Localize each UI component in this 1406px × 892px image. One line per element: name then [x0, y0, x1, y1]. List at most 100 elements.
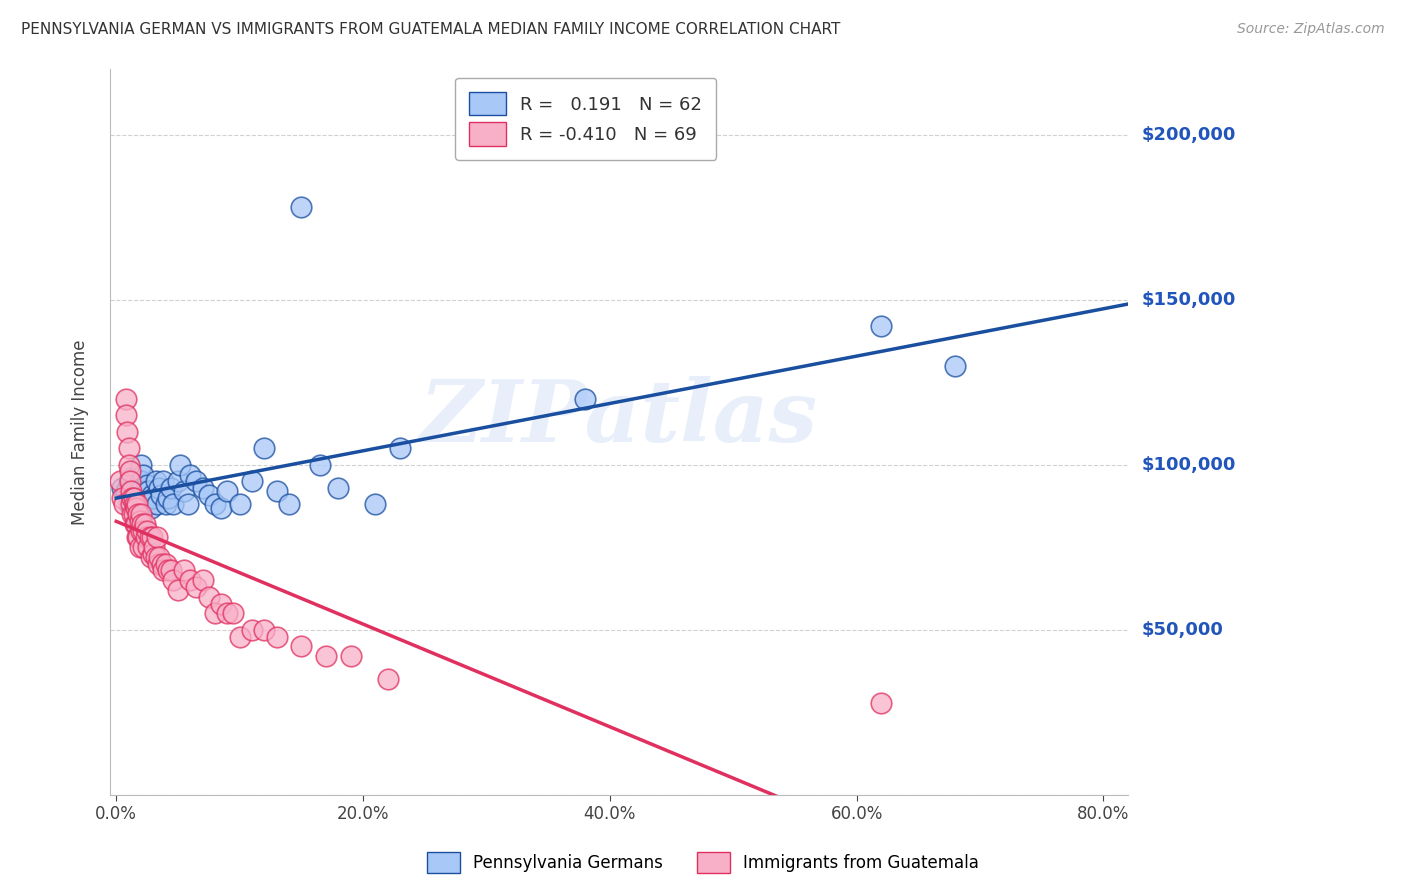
Point	[111, 491, 134, 505]
Point	[240, 475, 263, 489]
Text: Source: ZipAtlas.com: Source: ZipAtlas.com	[1237, 22, 1385, 37]
Point	[308, 458, 330, 472]
Point	[169, 458, 191, 472]
Point	[148, 481, 170, 495]
Point	[870, 696, 893, 710]
Text: $50,000: $50,000	[1142, 621, 1223, 639]
Point	[253, 623, 276, 637]
Point	[240, 623, 263, 637]
Point	[115, 409, 138, 423]
Point	[167, 583, 190, 598]
Point	[120, 484, 142, 499]
Point	[132, 524, 155, 538]
Point	[217, 607, 239, 621]
Point	[128, 541, 150, 555]
Y-axis label: Median Family Income: Median Family Income	[72, 339, 89, 524]
Point	[146, 498, 169, 512]
Point	[131, 481, 153, 495]
Point	[155, 498, 177, 512]
Point	[364, 498, 387, 512]
Point	[142, 491, 165, 505]
Point	[127, 498, 149, 512]
Point	[136, 524, 159, 538]
Legend: R =   0.191   N = 62, R = -0.410   N = 69: R = 0.191 N = 62, R = -0.410 N = 69	[456, 78, 717, 160]
Point	[122, 491, 145, 505]
Point	[179, 467, 201, 482]
Point	[124, 487, 146, 501]
Point	[118, 475, 141, 489]
Point	[120, 491, 142, 505]
Point	[115, 392, 138, 406]
Point	[124, 500, 146, 515]
Point	[339, 649, 361, 664]
Text: $200,000: $200,000	[1142, 126, 1236, 144]
Point	[162, 498, 184, 512]
Point	[128, 477, 150, 491]
Point	[122, 498, 145, 512]
Point	[159, 564, 181, 578]
Point	[870, 319, 893, 334]
Point	[204, 607, 226, 621]
Text: $100,000: $100,000	[1142, 456, 1236, 474]
Point	[127, 491, 149, 505]
Point	[125, 475, 148, 489]
Text: ZIPatlas: ZIPatlas	[420, 376, 818, 459]
Point	[152, 564, 174, 578]
Point	[574, 392, 596, 406]
Point	[138, 531, 160, 545]
Point	[173, 484, 195, 499]
Point	[139, 550, 162, 565]
Point	[127, 481, 149, 495]
Point	[135, 531, 157, 545]
Point	[121, 508, 143, 522]
Point	[159, 481, 181, 495]
Point	[228, 630, 250, 644]
Point	[145, 475, 167, 489]
Point	[191, 574, 214, 588]
Point	[129, 475, 152, 489]
Point	[121, 491, 143, 505]
Legend: Pennsylvania Germans, Immigrants from Guatemala: Pennsylvania Germans, Immigrants from Gu…	[420, 846, 986, 880]
Point	[136, 484, 159, 499]
Point	[108, 475, 131, 489]
Point	[131, 517, 153, 532]
Point	[141, 487, 163, 501]
Point	[155, 557, 177, 571]
Point	[117, 475, 139, 489]
Point	[150, 557, 173, 571]
Point	[117, 425, 139, 439]
Point	[120, 471, 142, 485]
Point	[266, 484, 288, 499]
Point	[266, 630, 288, 644]
Point	[197, 487, 219, 501]
Point	[179, 574, 201, 588]
Point	[328, 481, 350, 495]
Point	[129, 524, 152, 538]
Point	[186, 475, 208, 489]
Point	[128, 514, 150, 528]
Point	[117, 458, 139, 472]
Point	[132, 467, 155, 482]
Point	[290, 200, 312, 214]
Point	[125, 517, 148, 532]
Point	[112, 498, 135, 512]
Point	[148, 557, 170, 571]
Point	[173, 564, 195, 578]
Point	[127, 508, 149, 522]
Point	[132, 541, 155, 555]
Point	[217, 484, 239, 499]
Point	[134, 484, 156, 499]
Point	[162, 574, 184, 588]
Point	[127, 531, 149, 545]
Point	[141, 531, 163, 545]
Point	[139, 500, 162, 515]
Point	[148, 550, 170, 565]
Point	[209, 500, 232, 515]
Point	[209, 597, 232, 611]
Point	[222, 607, 245, 621]
Point	[136, 477, 159, 491]
Point	[377, 673, 399, 687]
Point	[146, 531, 169, 545]
Point	[157, 491, 180, 505]
Point	[120, 498, 142, 512]
